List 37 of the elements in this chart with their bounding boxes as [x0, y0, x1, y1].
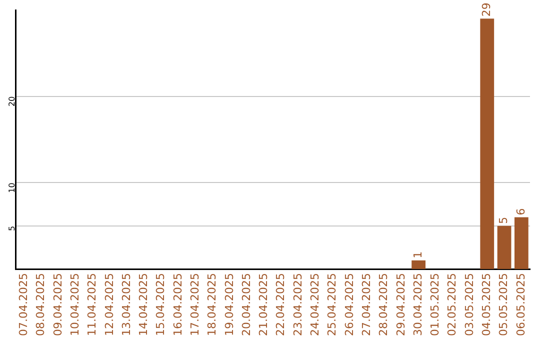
x-tick-label: 02.05.2025	[446, 273, 459, 336]
x-tick-label: 24.04.2025	[308, 273, 322, 336]
x-tick-label: 14.04.2025	[137, 273, 150, 336]
x-tick-label: 22.04.2025	[274, 273, 288, 336]
x-tick-label: 25.04.2025	[326, 273, 339, 336]
x-tick-label: 01.05.2025	[428, 273, 442, 336]
x-tick-label: 07.04.2025	[17, 273, 30, 336]
x-tick-label: 15.04.2025	[154, 273, 168, 336]
x-tick-label: 19.04.2025	[222, 273, 236, 336]
data-label: 29	[480, 2, 493, 17]
x-tick-label: 16.04.2025	[171, 273, 184, 336]
x-tick-label: 26.04.2025	[342, 273, 356, 336]
x-tick-label: 13.04.2025	[120, 273, 133, 336]
x-tick-label: 29.04.2025	[394, 273, 408, 336]
x-tick-label: 12.04.2025	[102, 273, 116, 336]
x-tick-label: 17.04.2025	[188, 273, 202, 336]
x-tick-label: 06.05.2025	[514, 273, 528, 336]
x-tick-label: 18.04.2025	[206, 273, 219, 336]
x-tick-label: 09.04.2025	[51, 273, 64, 336]
x-tick-label: 21.04.2025	[257, 273, 270, 336]
x-tick-label: 30.04.2025	[411, 273, 424, 336]
x-tick-label: 10.04.2025	[68, 273, 82, 336]
x-tick-label: 23.04.2025	[291, 273, 304, 336]
x-tick-label: 04.05.2025	[480, 273, 493, 336]
y-tick-label: 20	[8, 96, 17, 107]
x-tick-label: 27.04.2025	[360, 273, 373, 336]
x-tick-label: 03.05.2025	[462, 273, 476, 336]
data-label: 6	[514, 208, 528, 216]
x-tick-label: 05.05.2025	[497, 273, 510, 336]
y-tick-label: 5	[8, 226, 17, 231]
y-tick-label: 10	[8, 182, 17, 193]
data-label: 5	[497, 216, 510, 224]
x-tick-label: 11.04.2025	[86, 273, 99, 336]
x-tick-label: 08.04.2025	[34, 273, 48, 336]
x-tick-label: 20.04.2025	[240, 273, 253, 336]
x-tick-label: 28.04.2025	[377, 273, 390, 336]
data-label: 1	[411, 251, 424, 258]
